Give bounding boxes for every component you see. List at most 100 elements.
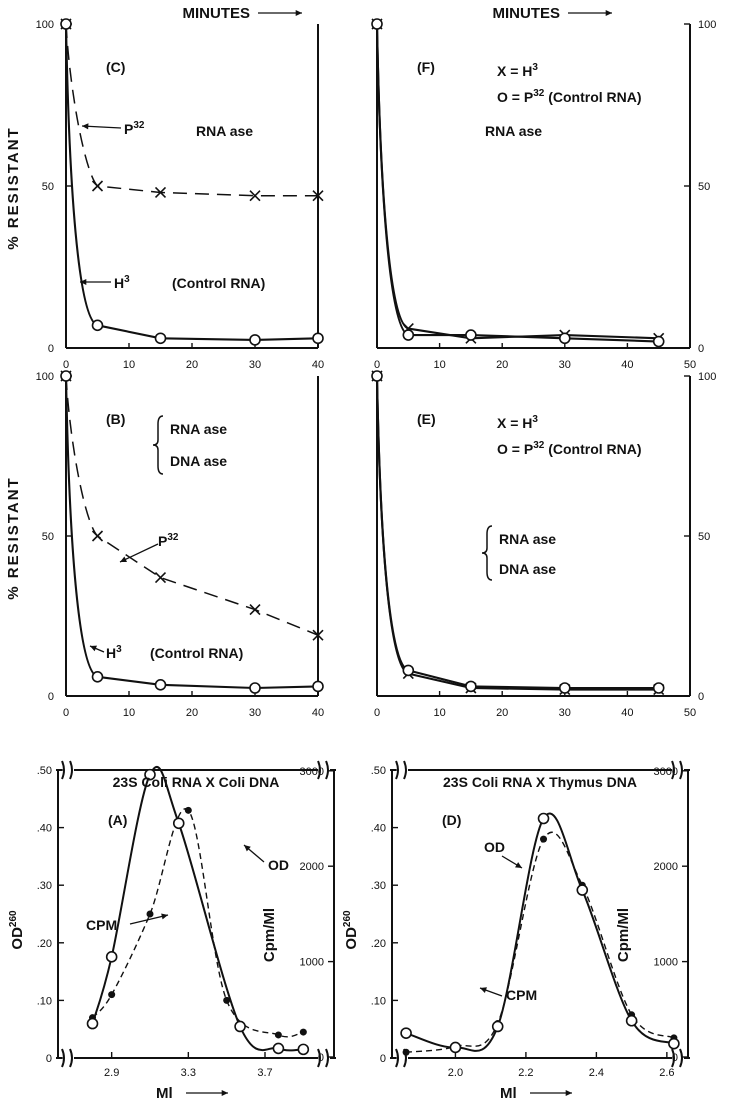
panel-c-point	[91, 180, 104, 192]
panel-a-x-tick-label: 3.3	[181, 1067, 196, 1079]
panel-d-point	[400, 1027, 412, 1039]
panel-d-cpm-arrow-head	[480, 987, 487, 994]
panel-e-x-tick-label: 20	[496, 707, 508, 719]
panel-a-cpm-axis-label: Cpm/Ml	[261, 908, 278, 962]
panel-d-x-tick-label: 2.6	[659, 1067, 674, 1079]
panel-c-point	[154, 332, 167, 345]
panel-a-y-tick-label: .10	[37, 995, 52, 1007]
panel-a-break-mark	[69, 760, 73, 780]
panel-d-break-mark	[679, 1048, 683, 1068]
panel-f-x-tick-label: 30	[559, 359, 571, 371]
panel-a-point	[297, 1043, 310, 1056]
panel-b-x-tick-label: 30	[249, 707, 261, 719]
panel-b-brace	[152, 415, 164, 475]
panel-c-control: (Control RNA)	[172, 275, 265, 291]
panel-d-y-tick-label: .30	[371, 880, 386, 892]
panel-e-point	[465, 680, 477, 693]
panel-d-break-mark	[403, 760, 407, 780]
panel-d-title: 23S Coli RNA X Thymus DNA	[443, 774, 637, 790]
panel-d-x-tick-label: 2.4	[589, 1067, 604, 1079]
panel-f-y2-tick-label: 50	[698, 181, 710, 193]
panel-a-od-label: OD	[268, 857, 289, 873]
panel-b-enzyme-1: RNA ase	[170, 421, 227, 437]
panel-c-p32-label: P32	[124, 120, 145, 137]
panel-e-brace	[481, 525, 493, 581]
panel-d-y-tick-label: .40	[371, 823, 386, 835]
panel-d-od260-axis-label: OD260	[342, 910, 360, 950]
panel-c-y-tick-label: 50	[42, 181, 54, 193]
panel-d-y-tick-label: .10	[371, 995, 386, 1007]
panel-d-x-tick-label: 2.0	[448, 1067, 463, 1079]
panel-e-y2-tick-label: 0	[698, 691, 704, 703]
panel-e-legend-x: X = H3	[497, 414, 538, 431]
panel-f-x-tick-label: 20	[496, 359, 508, 371]
panel-b-point	[312, 680, 324, 693]
panel-f-point	[371, 18, 383, 30]
panel-c-point	[91, 319, 104, 332]
panel-a-point	[274, 1031, 282, 1039]
panel-c-p32-arrow	[81, 125, 122, 129]
panel-e-legend-o: O = P32 (Control RNA)	[497, 440, 642, 457]
panel-b-point	[154, 572, 167, 584]
panel-c-x-tick-label: 0	[63, 359, 69, 371]
minutes-label-right: MINUTES	[493, 5, 561, 22]
panel-b-point	[91, 530, 104, 542]
panel-b-point	[60, 370, 72, 382]
resistant-label-bottom: % RESISTANT	[5, 476, 22, 599]
panel-a-od260-axis-label: OD260	[8, 910, 26, 950]
panel-e-x-tick-label: 0	[374, 707, 380, 719]
panel-e-x-tick-label: 40	[621, 707, 633, 719]
panel-a-ml-label: Ml	[156, 1085, 173, 1102]
panel-e-enzyme-1: RNA ase	[499, 531, 556, 547]
panel-d-point	[491, 1020, 504, 1033]
panel-c-enzyme: RNA ase	[196, 123, 253, 139]
panel-e-x-tick-label: 50	[684, 707, 696, 719]
panel-f-x-tick-label: 40	[621, 359, 633, 371]
panel-a-point	[272, 1042, 285, 1055]
panel-c-x-tick-label: 20	[186, 359, 198, 371]
panel-c-x-tick-label: 30	[249, 359, 261, 371]
panel-c-point	[249, 190, 261, 202]
panel-b-control: (Control RNA)	[150, 645, 243, 661]
panel-d-y2-tick-label: 1000	[654, 957, 678, 969]
panel-e-point	[558, 682, 571, 694]
panel-d-y-tick-label: .50	[371, 765, 386, 777]
panel-a-x-tick-label: 2.9	[104, 1067, 119, 1079]
panel-d-y2-tick-label: 2000	[654, 861, 678, 873]
panel-c-x-tick-label: 10	[123, 359, 135, 371]
panel-f-point	[402, 329, 415, 341]
panel-f-point	[652, 335, 665, 348]
panel-b-p32-label: P32	[158, 532, 179, 549]
panel-d-od-arrow-head	[515, 862, 522, 868]
panel-c-point	[312, 190, 324, 202]
panel-b-y-tick-label: 100	[36, 371, 54, 383]
panel-a-point	[146, 910, 154, 918]
panel-a-break-mark	[317, 760, 321, 780]
panel-b-line-0	[65, 375, 319, 636]
panel-d-point	[402, 1048, 410, 1056]
panel-e-label: (E)	[417, 411, 436, 427]
panel-f-label: (F)	[417, 59, 435, 75]
panel-b-x-tick-label: 0	[63, 707, 69, 719]
panel-a-label: (A)	[108, 812, 127, 828]
panel-f-y2-tick-label: 100	[698, 19, 716, 31]
panel-b-point	[91, 670, 104, 683]
panel-a-point	[108, 991, 116, 999]
panel-a-cpm-label: CPM	[86, 917, 117, 933]
panel-a-y-tick-label: .30	[37, 880, 52, 892]
panel-a-cpm-arrow	[129, 914, 169, 925]
panel-d-ml-label: Ml	[500, 1085, 517, 1102]
panel-c-point	[312, 332, 324, 345]
panel-e-x-tick-label: 30	[559, 707, 571, 719]
panel-b-y-tick-label: 50	[42, 531, 54, 543]
panel-d-break-mark	[679, 760, 683, 780]
panel-e-point	[371, 370, 383, 382]
panel-d-ml-arrow-head	[565, 1089, 572, 1097]
panel-e-y2-tick-label: 100	[698, 371, 716, 383]
panel-d-point	[540, 835, 548, 843]
panel-d-cpm-label: CPM	[506, 987, 537, 1003]
panel-a-y-tick-label: .50	[37, 765, 52, 777]
panel-b-point	[249, 682, 261, 694]
panel-d-point	[537, 812, 550, 825]
